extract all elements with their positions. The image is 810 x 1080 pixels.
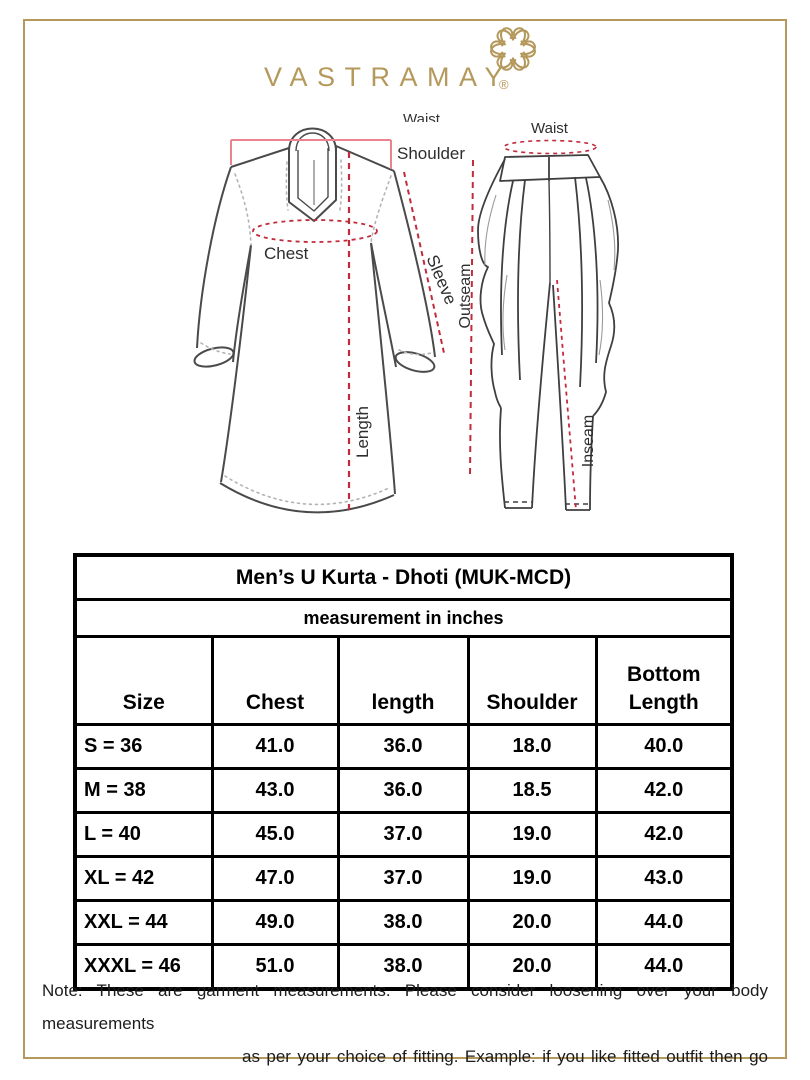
value-cell: 42.0 xyxy=(594,811,734,858)
value-cell: 41.0 xyxy=(210,723,340,770)
size-cell: XXXL = 46 xyxy=(73,943,214,991)
size-chart-table: Men’s U Kurta - Dhoti (MUK-MCD) measurem… xyxy=(73,553,735,991)
value-cell: 51.0 xyxy=(210,943,340,991)
measurement-note: Note: These are garment measurements. Pl… xyxy=(42,974,768,1080)
mandala-ornament-icon xyxy=(489,27,537,71)
column-header-chest: Chest xyxy=(210,635,340,726)
chest-label: Chest xyxy=(264,244,309,263)
dhoti-diagram xyxy=(469,139,619,511)
table-row: S = 36 41.0 36.0 18.0 40.0 xyxy=(73,723,734,770)
value-cell: 44.0 xyxy=(594,899,734,946)
value-cell: 43.0 xyxy=(210,767,340,814)
value-cell: 36.0 xyxy=(336,767,470,814)
registered-trademark-icon: ® xyxy=(499,77,509,92)
outseam-label: Outseam xyxy=(457,263,474,329)
value-cell: 38.0 xyxy=(336,943,470,991)
kurta-diagram xyxy=(193,127,445,514)
size-cell: L = 40 xyxy=(73,811,214,858)
value-cell: 38.0 xyxy=(336,899,470,946)
column-header-length: length xyxy=(336,635,470,726)
value-cell: 36.0 xyxy=(336,723,470,770)
table-row: L = 40 45.0 37.0 19.0 42.0 xyxy=(73,811,734,858)
brand-name: VASTRAMAY xyxy=(264,62,513,92)
note-line-2: as per your choice of fitting. Example: … xyxy=(242,1047,768,1066)
value-cell: 44.0 xyxy=(594,943,734,991)
value-cell: 49.0 xyxy=(210,899,340,946)
table-row: XL = 42 47.0 37.0 19.0 43.0 xyxy=(73,855,734,902)
value-cell: 18.0 xyxy=(466,723,598,770)
value-cell: 42.0 xyxy=(594,767,734,814)
value-cell: 40.0 xyxy=(594,723,734,770)
table-row: XXXL = 46 51.0 38.0 20.0 44.0 xyxy=(73,943,734,991)
shoulder-label: Shoulder xyxy=(397,144,466,163)
value-cell: 19.0 xyxy=(466,811,598,858)
note-line-1: Note: These are garment measurements. Pl… xyxy=(42,981,768,1033)
table-title: Men’s U Kurta - Dhoti (MUK-MCD) xyxy=(73,553,734,601)
value-cell: 37.0 xyxy=(336,811,470,858)
dhoti-waist-label: Waist xyxy=(531,120,568,137)
value-cell: 43.0 xyxy=(594,855,734,902)
value-cell: 37.0 xyxy=(336,855,470,902)
table-row: M = 38 43.0 36.0 18.5 42.0 xyxy=(73,767,734,814)
value-cell: 20.0 xyxy=(466,943,598,991)
size-cell: XL = 42 xyxy=(73,855,214,902)
column-header-size: Size xyxy=(73,635,214,726)
size-cell: XXL = 44 xyxy=(73,899,214,946)
value-cell: 20.0 xyxy=(466,899,598,946)
column-header-bottom-length: Bottom Length xyxy=(594,635,734,726)
length-label: Length xyxy=(353,406,372,458)
column-header-shoulder: Shoulder xyxy=(466,635,598,726)
value-cell: 47.0 xyxy=(210,855,340,902)
value-cell: 19.0 xyxy=(466,855,598,902)
value-cell: 45.0 xyxy=(210,811,340,858)
value-cell: 18.5 xyxy=(466,767,598,814)
size-cell: M = 38 xyxy=(73,767,214,814)
kurta-waist-label-clipped: Waist xyxy=(403,112,440,122)
size-cell: S = 36 xyxy=(73,723,214,770)
inseam-label: Inseam xyxy=(580,414,597,468)
table-row: XXL = 44 49.0 38.0 20.0 44.0 xyxy=(73,899,734,946)
table-subtitle: measurement in inches xyxy=(73,598,734,638)
